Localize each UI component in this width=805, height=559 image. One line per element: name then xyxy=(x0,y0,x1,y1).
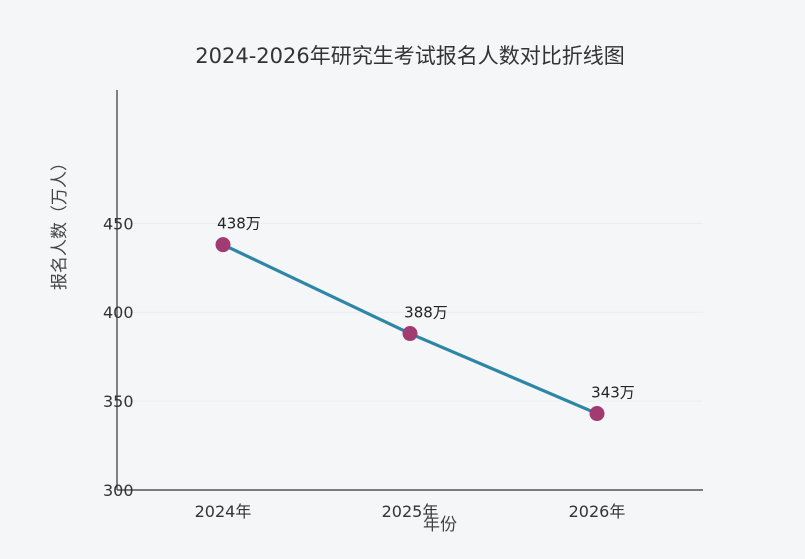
data-point xyxy=(215,237,231,253)
data-label: 343万 xyxy=(591,384,635,402)
series xyxy=(215,237,605,422)
grid-lines xyxy=(117,222,703,402)
chart-title: 2024-2026年研究生考试报名人数对比折线图 xyxy=(195,44,624,68)
y-axis-title: 报名人数（万人） xyxy=(50,154,70,290)
data-point xyxy=(402,326,418,342)
y-tick-label: 400 xyxy=(103,303,134,322)
y-tick-label: 450 xyxy=(103,214,134,233)
y-ticks: 300 350 400 450 xyxy=(103,214,134,500)
data-label: 388万 xyxy=(404,304,448,322)
x-ticks: 2024年 2025年 2026年 xyxy=(195,502,626,521)
data-label: 438万 xyxy=(217,215,261,233)
data-labels: 438万 388万 343万 xyxy=(217,215,635,402)
data-point xyxy=(589,406,605,422)
x-tick-label: 2025年 xyxy=(382,502,439,521)
y-tick-label: 300 xyxy=(103,481,134,500)
x-tick-label: 2026年 xyxy=(569,502,626,521)
x-tick-label: 2024年 xyxy=(195,502,252,521)
x-axis-title: 年份 xyxy=(423,515,457,535)
y-tick-label: 350 xyxy=(103,392,134,411)
